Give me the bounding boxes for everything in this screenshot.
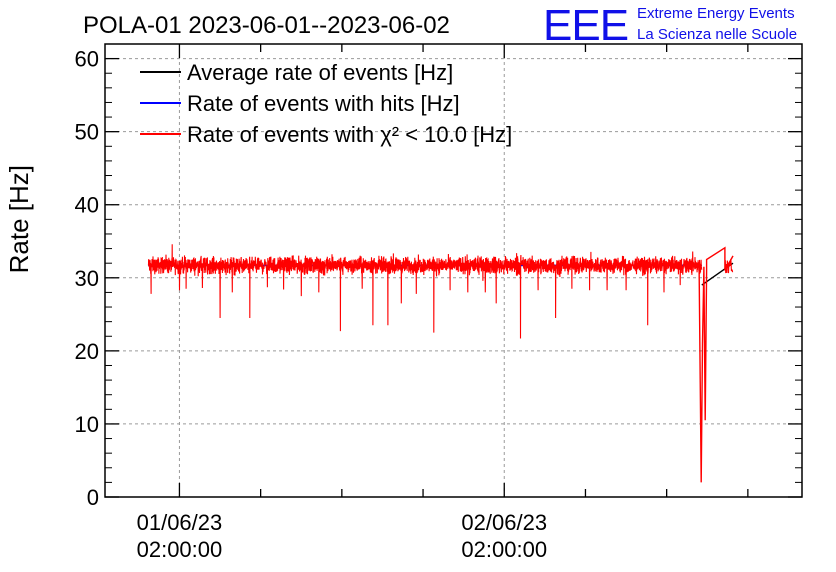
grid-lines: [105, 44, 802, 497]
plot-frame: [104, 43, 803, 498]
y-axis-label: Rate [Hz]: [4, 165, 34, 273]
y-tick-label: 60: [75, 47, 99, 72]
y-tick-label: 20: [75, 339, 99, 364]
legend-label-chi2: Rate of events with χ² < 10.0 [Hz]: [187, 122, 512, 147]
y-tick-label: 10: [75, 412, 99, 437]
chi2-rate-gap-segment: [705, 246, 726, 271]
y-tick-label: 0: [87, 485, 99, 510]
x-tick-label-date: 01/06/23: [137, 510, 223, 535]
y-tick-label: 40: [75, 193, 99, 218]
brand-line-2: La Scienza nelle Scuole: [637, 26, 797, 43]
eee-logo: EEE Extreme Energy Events La Scienza nel…: [543, 1, 797, 50]
x-tick-label-time: 02:00:00: [461, 537, 547, 562]
y-tick-label: 50: [75, 120, 99, 145]
chi2-rate-drop: [698, 266, 708, 483]
legend: Average rate of events [Hz] Rate of even…: [140, 60, 512, 147]
x-tick-label-date: 02/06/23: [461, 510, 547, 535]
x-tick-label-time: 02:00:00: [137, 537, 223, 562]
y-axis: 0 10 20 30 40 50 60: [75, 47, 802, 510]
eee-logo-text: EEE: [543, 1, 628, 50]
chi2-rate-line: [147, 244, 703, 339]
series-layer: [147, 244, 734, 483]
chart-title: POLA-01 2023-06-01--2023-06-02: [83, 12, 450, 39]
y-tick-label: 30: [75, 266, 99, 291]
legend-label-hits: Rate of events with hits [Hz]: [187, 91, 460, 116]
legend-label-average: Average rate of events [Hz]: [187, 60, 453, 85]
brand-line-1: Extreme Energy Events: [637, 5, 795, 22]
chi2-rate-tail: [724, 259, 734, 274]
